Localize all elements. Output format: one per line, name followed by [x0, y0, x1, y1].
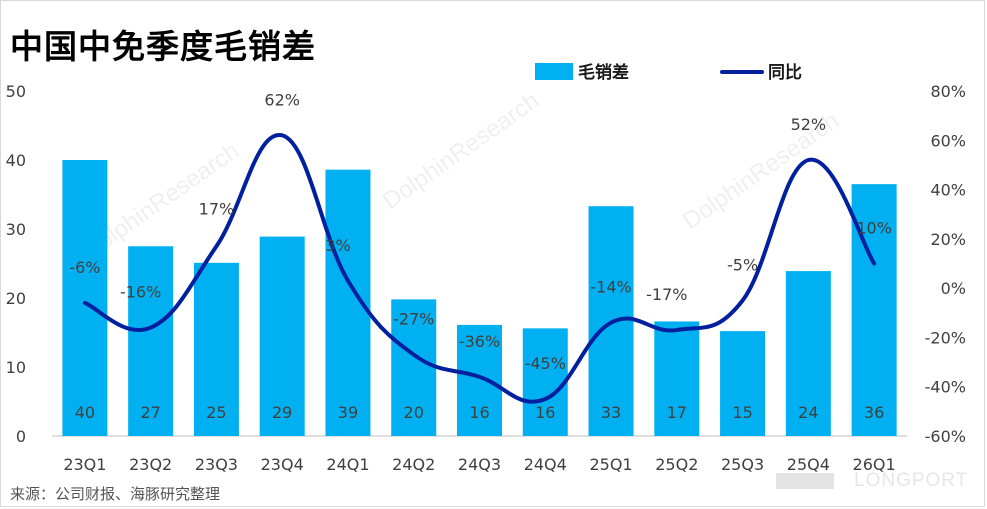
bar-value-label: 39: [338, 403, 358, 422]
left-tick-label: 50: [6, 82, 26, 101]
category-label: 23Q4: [261, 455, 304, 474]
category-label: 24Q3: [458, 455, 501, 474]
bar: [720, 331, 766, 436]
line-value-label: -36%: [459, 332, 500, 351]
category-labels: 23Q1 23Q2 23Q3 23Q4 24Q1 24Q2 24Q3 24Q4 25Q1 25Q2…: [63, 455, 895, 474]
bar-value-label: 17: [667, 403, 687, 422]
source-note: 来源：公司财报、海豚研究整理: [10, 485, 221, 503]
bar: [62, 160, 108, 436]
line-value-label: -5%: [727, 255, 758, 274]
left-tick-label: 0: [16, 427, 26, 446]
line-labels: -6% -16% 17% 62% 3% -27% -36% -45% -14% -17% -5% 52…: [69, 90, 892, 373]
bar: [193, 262, 239, 436]
line-value-label: -27%: [393, 310, 434, 329]
bar-value-label: 27: [140, 403, 160, 422]
bar-value-label: 33: [601, 403, 621, 422]
line-value-label: -6%: [69, 258, 100, 277]
bar-value-label: 29: [272, 403, 292, 422]
category-label: 23Q2: [129, 455, 172, 474]
bar-value-label: 36: [864, 403, 884, 422]
right-tick-label: 40%: [930, 181, 966, 200]
line-value-label: -45%: [525, 354, 566, 373]
line-value-label: -17%: [646, 285, 687, 304]
line-value-label: 62%: [264, 90, 300, 109]
brand-watermark: LONGPORT: [776, 470, 976, 494]
right-tick-label: 20%: [930, 230, 966, 249]
line-value-label: 52%: [791, 115, 827, 134]
bar: [522, 328, 568, 436]
watermark-text: DolphinResearch: [378, 87, 544, 215]
line-value-label: 17%: [199, 199, 235, 218]
right-tick-label: -20%: [925, 328, 966, 347]
bar: [128, 246, 174, 436]
bar-labels: 40 27 25 29 39 20 16 16 33 17 15 24 36: [75, 403, 885, 422]
right-tick-label: 60%: [930, 131, 966, 150]
bar-value-label: 20: [404, 403, 424, 422]
bar-value-label: 16: [469, 403, 489, 422]
yoy-line: [82, 133, 877, 404]
bar-value-label: 25: [206, 403, 226, 422]
category-label: 25Q1: [589, 455, 632, 474]
line-value-label: -14%: [590, 278, 631, 297]
right-axis-ticks: -60% -40% -20% 0% 20% 40% 60% 80%: [925, 82, 966, 446]
category-label: 23Q1: [63, 455, 106, 474]
legend-bar-swatch: [535, 63, 573, 80]
right-tick-label: -40%: [925, 378, 966, 397]
legend-bar-label: 毛销差: [578, 62, 629, 83]
bar: [457, 324, 502, 436]
bar-value-label: 16: [535, 403, 555, 422]
category-label: 24Q1: [326, 455, 369, 474]
category-label: 26Q1: [853, 455, 896, 474]
left-tick-label: 20: [6, 289, 26, 308]
left-tick-label: 40: [6, 151, 26, 170]
line-value-label: 3%: [325, 236, 350, 255]
line-value-label: -16%: [120, 283, 161, 302]
category-label: 24Q4: [524, 455, 567, 474]
bar: [259, 236, 305, 436]
line-series: [82, 133, 877, 404]
bar: [785, 271, 831, 436]
bar-value-label: 40: [75, 403, 95, 422]
category-label: 25Q3: [721, 455, 764, 474]
category-label: 23Q3: [195, 455, 238, 474]
bar: [654, 321, 700, 436]
bar-value-label: 15: [732, 403, 752, 422]
brand-logo-icon: [776, 473, 834, 489]
bar: [391, 299, 437, 436]
right-tick-label: 80%: [930, 82, 966, 101]
right-tick-label: -60%: [925, 427, 966, 446]
legend: 毛销差 同比: [535, 62, 802, 83]
left-tick-label: 30: [6, 220, 26, 239]
right-tick-label: 0%: [941, 279, 966, 298]
line-value-label: 10%: [856, 219, 892, 238]
watermark-layer: DolphinResearch DolphinResearch DolphinRes…: [78, 87, 844, 265]
bar-value-label: 24: [798, 403, 818, 422]
chart-title: 中国中免季度毛销差: [10, 27, 316, 66]
category-label: 25Q4: [787, 455, 830, 474]
category-label: 24Q2: [392, 455, 435, 474]
category-label: 25Q2: [655, 455, 698, 474]
left-axis-ticks: 0 10 20 30 40 50: [6, 82, 26, 446]
legend-line-label: 同比: [768, 62, 802, 83]
left-tick-label: 10: [6, 358, 26, 377]
bar-series: [62, 160, 897, 436]
brand-text: LONGPORT: [854, 470, 969, 491]
